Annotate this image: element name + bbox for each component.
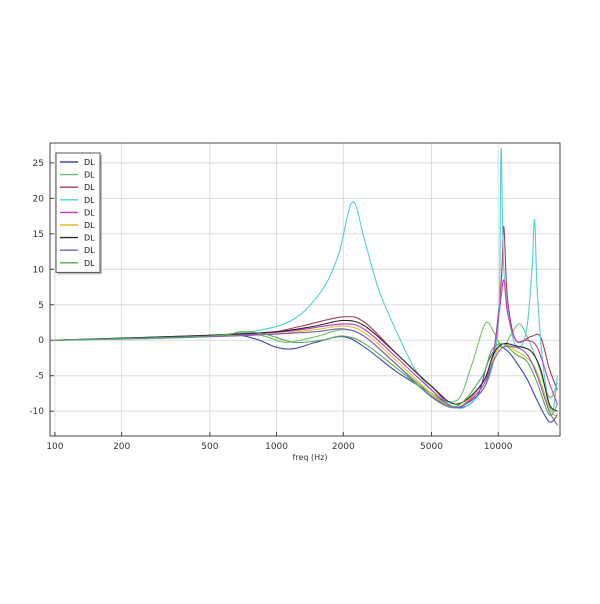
y-tick-label: 5 — [38, 301, 44, 311]
y-tick-label: 20 — [33, 194, 45, 204]
legend-label-9: DL — [84, 259, 95, 268]
x-tick-label: 2000 — [332, 442, 355, 452]
series-line-7 — [54, 319, 558, 412]
x-tick-label: 500 — [201, 442, 218, 452]
x-tick-label: 100 — [46, 442, 63, 452]
legend-label-5: DL — [84, 208, 95, 217]
legend-label-1: DL — [84, 158, 95, 167]
legend-label-3: DL — [84, 183, 95, 192]
legend-label-7: DL — [84, 234, 95, 243]
x-tick-label: 5000 — [420, 442, 443, 452]
plot-frame — [49, 142, 561, 437]
y-tick-label: 0 — [38, 336, 44, 346]
x-tick-label: 10000 — [484, 442, 513, 452]
legend-label-4: DL — [84, 196, 95, 205]
legend-label-6: DL — [84, 221, 95, 230]
x-tick-label: 200 — [113, 442, 130, 452]
legend-label-8: DL — [84, 246, 95, 255]
y-tick-label: 15 — [33, 230, 44, 240]
y-tick-label: 25 — [33, 159, 44, 169]
series-line-5 — [54, 279, 558, 409]
x-axis-title: freq (Hz) — [293, 453, 328, 462]
y-tick-label: -10 — [29, 407, 44, 417]
series-line-2 — [54, 321, 558, 403]
legend: DL DL DL DL DL DL DL DL DL — [55, 152, 102, 275]
series-line-9 — [54, 331, 558, 416]
y-tick-label: 10 — [33, 265, 45, 275]
series-lines — [54, 148, 558, 426]
series-line-8 — [54, 328, 558, 426]
axis-ticks: 100 200 500 1000 2000 5000 10000 -10 -5 0 5 10 15 20 2… — [29, 159, 513, 452]
x-tick-label: 1000 — [265, 442, 288, 452]
grid — [50, 143, 560, 436]
legend-label-2: DL — [84, 171, 95, 180]
y-tick-label: -5 — [35, 372, 44, 382]
